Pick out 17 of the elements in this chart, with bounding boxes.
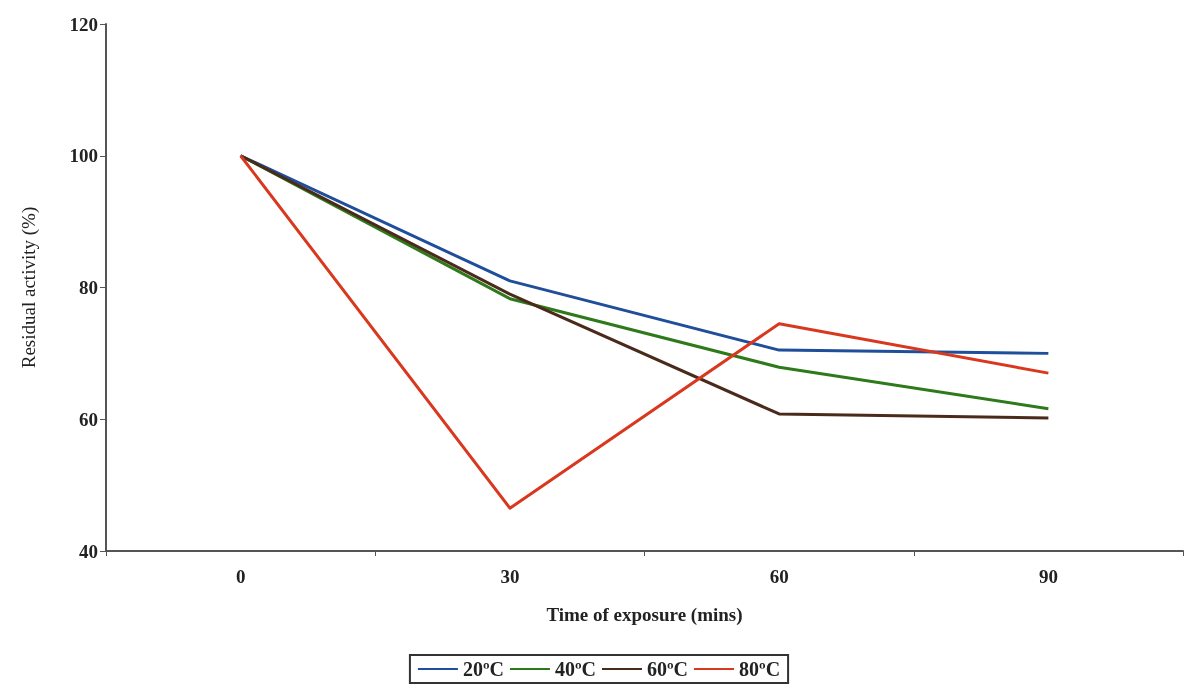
legend-label: 60ºC xyxy=(647,658,689,680)
y-tick-label: 100 xyxy=(69,145,98,167)
line-series xyxy=(239,154,1050,355)
y-axis-title: Residual activity (%) xyxy=(18,206,40,369)
y-tick-label: 80 xyxy=(79,277,98,298)
x-tick-label: 90 xyxy=(1038,566,1058,587)
x-tick-label: 60 xyxy=(769,566,789,587)
legend-label: 40ºC xyxy=(554,658,596,680)
line-series xyxy=(239,154,1050,510)
x-tick-label: 30 xyxy=(500,566,520,587)
y-tick-label: 40 xyxy=(79,540,98,562)
legend-label: 20ºC xyxy=(462,658,504,680)
y-tick-label: 120 xyxy=(69,13,98,35)
x-tick-label: 0 xyxy=(235,566,246,587)
legend-label: 80ºC xyxy=(739,658,781,680)
y-tick-label: 60 xyxy=(79,408,98,430)
x-axis-title: Time of exposure (mins) xyxy=(546,604,743,626)
